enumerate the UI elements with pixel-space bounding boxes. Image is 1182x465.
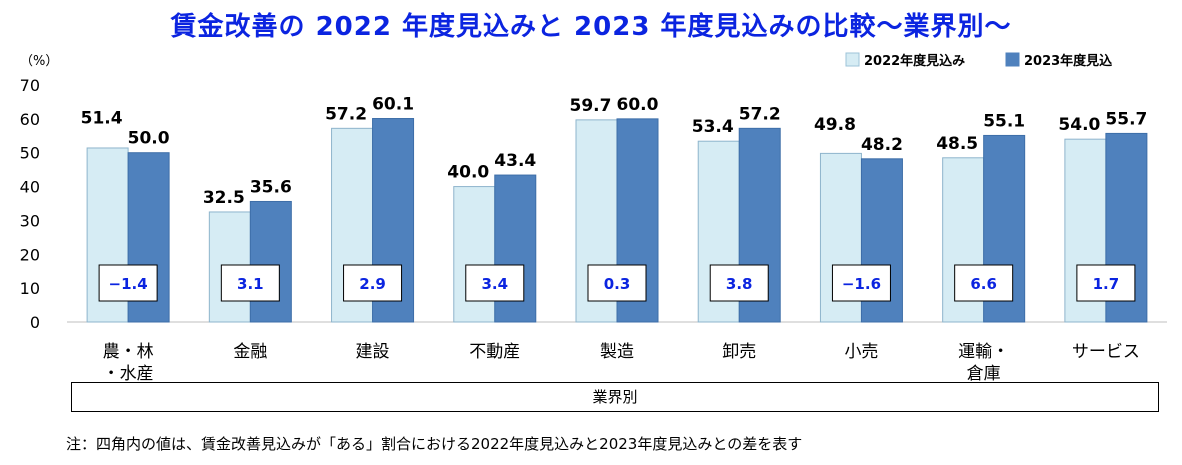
category-label: 農・林 [103,342,154,362]
difference-box [709,264,769,302]
category-label: 製造 [600,342,634,362]
legend-label-2022: 2022年度見込み [864,53,965,69]
category-label: 金融 [233,342,267,362]
data-label-2023: 60.0 [617,95,659,115]
difference-box [465,264,525,302]
difference-box [1076,264,1136,302]
difference-value: 3.1 [237,275,264,293]
data-label-2022: 59.7 [570,96,612,116]
footnote: 注：四角内の値は、賃金改善見込みが「ある」割合における2022年度見込みと202… [66,435,803,453]
category-label: サービス [1072,342,1140,362]
legend-swatch-2023 [1005,52,1020,67]
data-label-2023: 35.6 [250,177,292,197]
data-label-2022: 57.2 [325,104,367,124]
data-label-2022: 51.4 [81,109,123,129]
data-label-2023: 43.4 [494,151,536,171]
data-label-2022: 54.0 [1058,115,1100,135]
x-axis-group-label: 業界別 [71,382,1159,412]
category-label: 小売 [844,342,878,362]
difference-value: 3.4 [481,275,508,293]
category-label: 建設 [356,342,390,362]
bar-2022 [453,186,496,323]
data-label-2023: 60.1 [372,95,414,115]
y-tick-label: 50 [20,144,40,163]
data-label-2023: 48.2 [861,135,903,155]
difference-value: 1.7 [1093,275,1120,293]
bar-2023 [249,200,292,323]
legend-swatch-2022 [845,52,860,67]
data-label-2022: 48.5 [936,134,978,154]
difference-value: 3.8 [726,275,753,293]
difference-box [954,264,1014,302]
difference-value: 2.9 [359,275,386,293]
difference-box [220,264,280,302]
data-label-2022: 40.0 [447,163,489,183]
chart-title: 賃金改善の 2022 年度見込みと 2023 年度見込みの比較～業界別～ [170,12,1012,42]
difference-value: −1.4 [109,275,148,293]
data-label-2022: 53.4 [692,117,734,137]
y-tick-label: 0 [30,313,40,332]
difference-box [343,264,403,302]
data-label-2023: 50.0 [128,129,170,149]
category-label: 倉庫 [967,364,1001,384]
difference-value: 6.6 [970,275,997,293]
y-tick-label: 40 [20,178,40,197]
difference-value: −1.6 [842,275,881,293]
category-label: 運輸・ [958,342,1009,362]
y-tick-label: 70 [20,76,40,95]
data-label-2023: 57.2 [739,104,781,124]
legend-label-2023: 2023年度見込 [1024,53,1113,69]
y-tick-label: 30 [20,211,40,230]
category-label: ・水産 [103,364,154,384]
difference-box [98,264,158,302]
category-label: 不動産 [469,342,520,362]
category-label: 卸売 [722,342,756,362]
difference-value: 0.3 [604,275,631,293]
y-axis-label: （%） [20,54,58,69]
difference-box [587,264,647,302]
data-label-2022: 49.8 [814,115,856,135]
difference-box [831,264,891,302]
y-tick-label: 60 [20,110,40,129]
data-label-2023: 55.7 [1105,109,1147,129]
y-tick-label: 20 [20,245,40,264]
y-tick-label: 10 [20,279,40,298]
data-label-2022: 32.5 [203,188,245,208]
data-label-2023: 55.1 [983,111,1025,131]
